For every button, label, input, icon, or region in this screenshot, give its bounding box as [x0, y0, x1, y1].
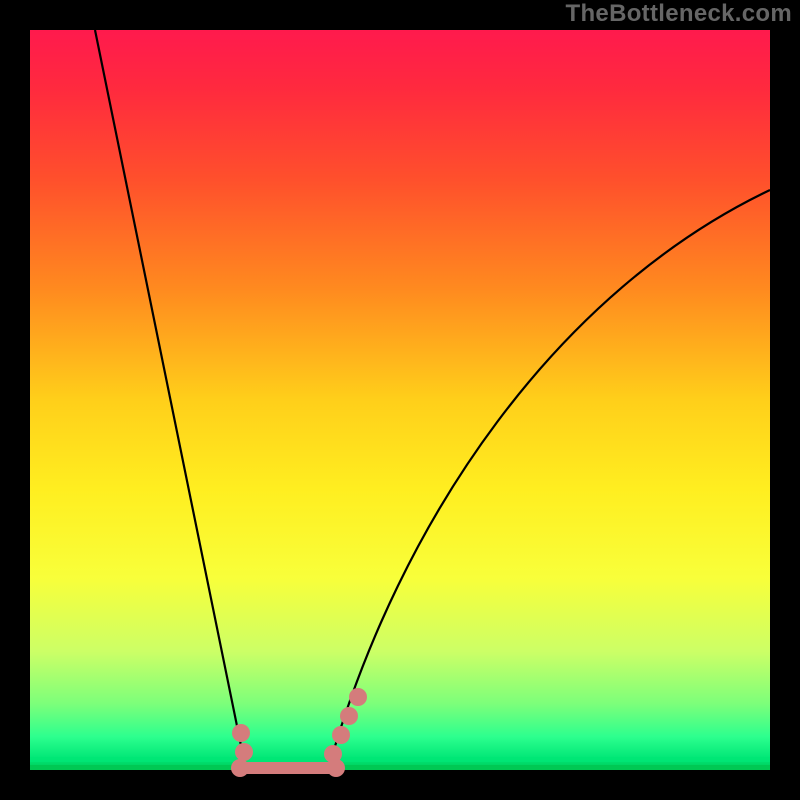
watermark-text: TheBottleneck.com: [566, 0, 792, 28]
bottom-stripe: [30, 757, 770, 762]
highlight-baseline-cap-left: [231, 759, 249, 777]
chart-svg: [0, 0, 800, 800]
highlight-dot-left-1: [235, 743, 253, 761]
highlight-dot-right-3: [349, 688, 367, 706]
highlight-dot-right-1: [332, 726, 350, 744]
chart-stage: TheBottleneck.com: [0, 0, 800, 800]
highlight-dot-left-0: [232, 724, 250, 742]
highlight-dot-right-2: [340, 707, 358, 725]
highlight-dot-right-0: [324, 745, 342, 763]
bottom-band: [30, 765, 770, 770]
gradient-panel: [30, 30, 770, 770]
